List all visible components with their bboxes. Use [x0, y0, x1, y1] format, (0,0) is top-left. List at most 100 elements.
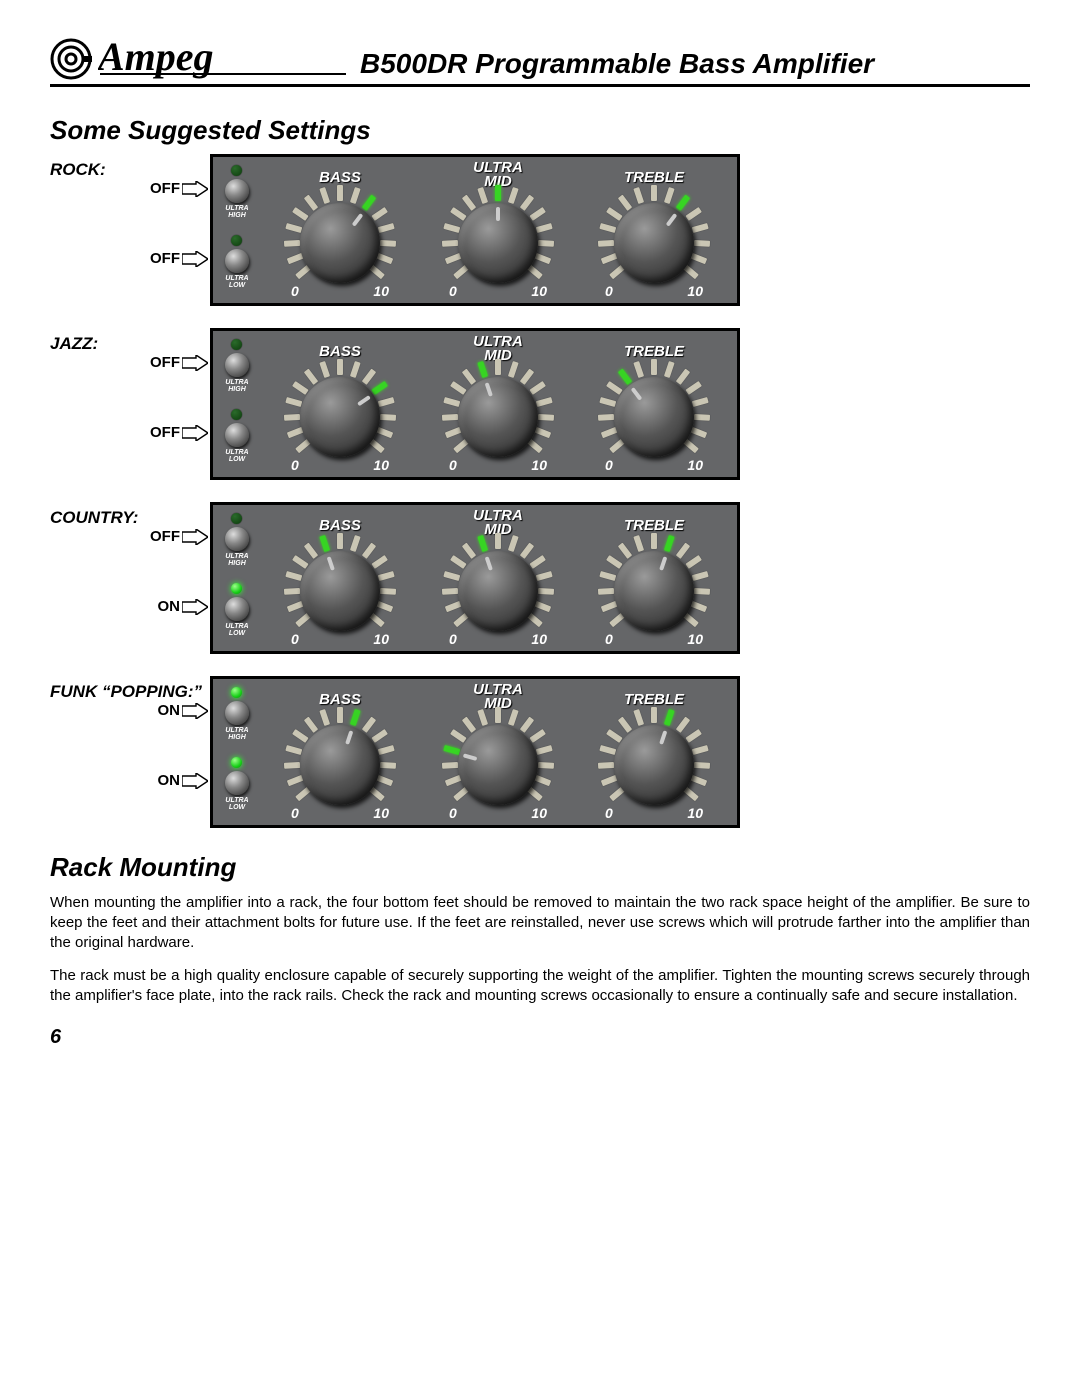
preset-name: JAZZ: — [50, 328, 210, 354]
ultra-high-led — [231, 513, 242, 524]
svg-text:Ampeg: Ampeg — [98, 38, 214, 79]
scale-max: 10 — [373, 631, 389, 647]
ultra-mid-knob[interactable] — [458, 551, 538, 631]
eq-panel: ULTRAHIGH ULTRALOW BASS 0 10 ULTRAMID010TREBL… — [210, 502, 740, 654]
brand-logo: Ampeg — [50, 38, 348, 80]
scale-max: 10 — [531, 457, 547, 473]
ultra-low-led — [231, 409, 242, 420]
scale-max: 10 — [687, 805, 703, 821]
ultra-low-button[interactable] — [225, 249, 249, 273]
preset-name: COUNTRY: — [50, 502, 210, 528]
scale-max: 10 — [531, 805, 547, 821]
ultra-low-caption: ULTRALOW — [220, 275, 254, 289]
ultra-high-caption: ULTRAHIGH — [220, 727, 254, 741]
ultra-low-caption: ULTRALOW — [220, 449, 254, 463]
bass-knob[interactable] — [300, 551, 380, 631]
arrow-right-icon — [182, 251, 208, 267]
ultra-high-button[interactable] — [225, 527, 249, 551]
ultra-mid-knob-group: ULTRAMID010 — [413, 679, 583, 825]
scale-min: 0 — [605, 457, 613, 473]
scale-max: 10 — [687, 457, 703, 473]
eq-panel: ULTRAHIGHULTRALOWBASS010ULTRAMID010TREBL… — [210, 328, 740, 480]
scale-min: 0 — [605, 283, 613, 299]
ultra-low-state: ON — [148, 772, 208, 789]
ultra-low-button[interactable] — [225, 597, 249, 621]
bass-label: BASS — [255, 345, 425, 359]
ultra-low-caption: ULTRALOW — [220, 797, 254, 811]
ultra-low-state: ON — [148, 598, 208, 615]
page-number: 6 — [50, 1026, 1030, 1049]
ultra-low-led — [231, 757, 242, 768]
treble-knob-group: TREBLE 0 10 — [569, 331, 739, 477]
ultra-low-button[interactable] — [225, 771, 249, 795]
treble-knob[interactable] — [614, 725, 694, 805]
preset-row: JAZZ:OFF OFF ULTRAHIGHULTRALOWBASS010ULT… — [50, 328, 1030, 480]
scale-min: 0 — [449, 283, 457, 299]
ultra-mid-knob-group: ULTRAMID010 — [413, 157, 583, 303]
scale-max: 10 — [687, 631, 703, 647]
treble-knob-group: TREBLE010 — [569, 679, 739, 825]
ultra-mid-knob[interactable] — [458, 377, 538, 457]
ultra-low-state: OFF — [148, 250, 208, 267]
preset-row: FUNK “POPPING:”ON ON ULTRAHIGHULTRALOWBA… — [50, 676, 1030, 828]
bass-label: BASS — [255, 519, 425, 533]
bass-label: BASS — [255, 693, 425, 707]
treble-label: TREBLE — [569, 693, 739, 707]
ultra-high-state: OFF — [148, 180, 208, 197]
scale-min: 0 — [449, 631, 457, 647]
arrow-right-icon — [182, 529, 208, 545]
ultra-mid-knob-group: ULTRAMID010 — [413, 505, 583, 651]
ultra-low-button[interactable] — [225, 423, 249, 447]
ultra-mid-knob[interactable] — [458, 203, 538, 283]
ultra-low-state: OFF — [148, 424, 208, 441]
scale-max: 10 — [687, 283, 703, 299]
scale-min: 0 — [291, 631, 299, 647]
ultra-high-button[interactable] — [225, 179, 249, 203]
bass-knob[interactable] — [300, 725, 380, 805]
brand-mark-icon — [50, 38, 92, 80]
bass-knob-group: BASS 0 10 — [255, 331, 425, 477]
ultra-high-led — [231, 165, 242, 176]
ultra-high-state: OFF — [148, 354, 208, 371]
scale-min: 0 — [449, 805, 457, 821]
ultra-high-led — [231, 339, 242, 350]
bass-knob[interactable] — [300, 203, 380, 283]
ultra-mid-knob[interactable] — [458, 725, 538, 805]
ultra-high-state: ON — [148, 702, 208, 719]
settings-section-title: Some Suggested Settings — [50, 115, 1030, 146]
ultra-high-caption: ULTRAHIGH — [220, 205, 254, 219]
ultra-high-state: OFF — [148, 528, 208, 545]
ultra-low-caption: ULTRALOW — [220, 623, 254, 637]
ultra-high-caption: ULTRAHIGH — [220, 553, 254, 567]
eq-panel: ULTRAHIGHULTRALOWBASS010ULTRAMID010TREBL… — [210, 154, 740, 306]
arrow-right-icon — [182, 181, 208, 197]
ultra-high-caption: ULTRAHIGH — [220, 379, 254, 393]
treble-knob-group: TREBLE 0 10 — [569, 505, 739, 651]
scale-min: 0 — [291, 457, 299, 473]
treble-label: TREBLE — [569, 345, 739, 359]
treble-knob[interactable] — [614, 203, 694, 283]
ultra-low-led — [231, 235, 242, 246]
scale-min: 0 — [291, 805, 299, 821]
treble-knob[interactable] — [614, 377, 694, 457]
page-title: B500DR Programmable Bass Amplifier — [360, 48, 874, 80]
bass-knob-group: BASS 0 10 — [255, 505, 425, 651]
ultra-high-button[interactable] — [225, 701, 249, 725]
treble-knob[interactable] — [614, 551, 694, 631]
arrow-right-icon — [182, 703, 208, 719]
scale-max: 10 — [373, 457, 389, 473]
preset-row: COUNTRY:OFF ON ULTRAHIGHULTRALOWBASS010U… — [50, 502, 1030, 654]
bass-knob[interactable] — [300, 377, 380, 457]
rack-section-title: Rack Mounting — [50, 852, 1030, 883]
arrow-right-icon — [182, 773, 208, 789]
arrow-right-icon — [182, 425, 208, 441]
treble-label: TREBLE — [569, 519, 739, 533]
scale-min: 0 — [605, 631, 613, 647]
scale-max: 10 — [531, 283, 547, 299]
treble-knob-group: TREBLE 0 10 — [569, 157, 739, 303]
scale-min: 0 — [291, 283, 299, 299]
ultra-high-button[interactable] — [225, 353, 249, 377]
treble-label: TREBLE — [569, 171, 739, 185]
page-header: Ampeg B500DR Programmable Bass Amplifier — [50, 38, 1030, 87]
brand-wordmark-icon: Ampeg — [98, 38, 348, 80]
